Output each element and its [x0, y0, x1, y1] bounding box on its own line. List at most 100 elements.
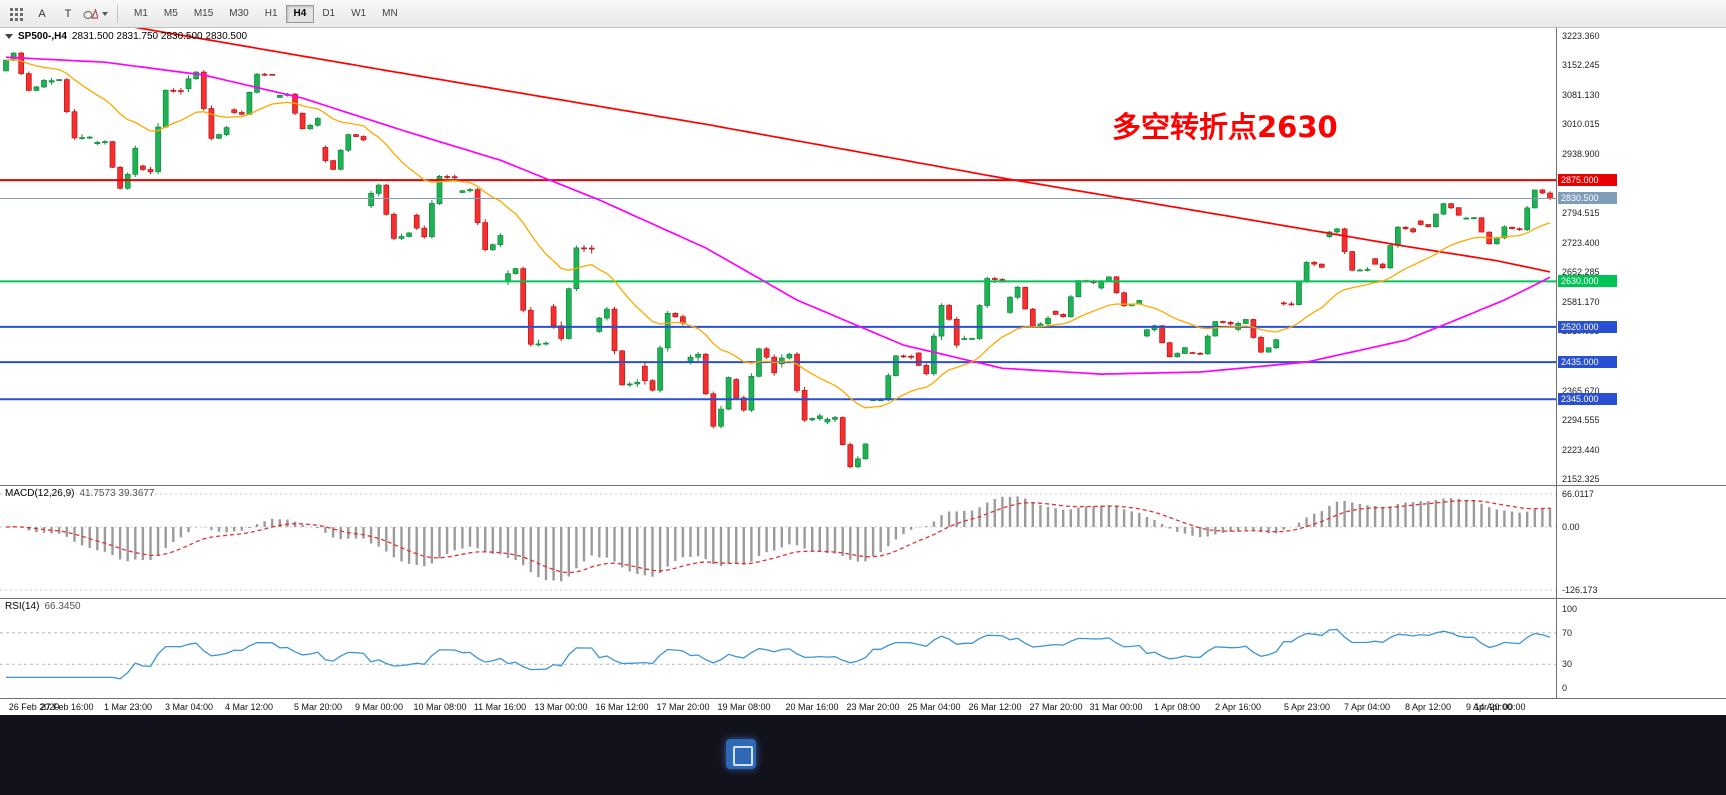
rsi-chart[interactable]: [0, 599, 1556, 698]
macd-name: MACD(12,26,9): [5, 488, 75, 499]
time-axis[interactable]: 26 Feb 2020 27 Feb 16:00 1 Mar 23:00 3 Mar …: [0, 699, 1726, 715]
macd-axis[interactable]: 66.0117 0.00 -126.173: [1556, 486, 1726, 598]
text-tool-label: T: [64, 7, 72, 20]
price-tick: 2938.900: [1562, 149, 1600, 159]
price-tick: 2223.440: [1562, 445, 1600, 455]
rsi-panel: RSI(14) 66.3450 100 70 30 0: [0, 599, 1726, 699]
price-tick: 2294.555: [1562, 415, 1600, 425]
time-label: 26 Mar 12:00: [968, 702, 1022, 712]
timeframe-button-mn[interactable]: MN: [382, 7, 398, 19]
time-label: 1 Mar 23:00: [103, 702, 153, 712]
time-label: 16 Mar 12:00: [595, 702, 649, 712]
chevron-down-icon: [102, 11, 108, 16]
symbol-dropdown-icon: [5, 34, 13, 39]
time-label: 7 Apr 04:00: [1343, 702, 1391, 712]
timeframe-button-group: M1 M5 M15 M30 H1 H4 D1 W1 MN: [126, 4, 406, 23]
price-tick: 3010.015: [1562, 119, 1600, 129]
price-tag: 2345.000: [1558, 393, 1617, 405]
price-tick: 2723.400: [1562, 238, 1600, 248]
chart-title: SP500-,H4 2831.500 2831.750 2830.500 283…: [5, 31, 247, 42]
annotation-text: 多空转折点2630: [1112, 110, 1338, 144]
macd-panel: MACD(12,26,9) 41.7573 39.3677 66.0117 0.00…: [0, 486, 1726, 599]
macd-axis-tick: 0.00: [1562, 522, 1580, 532]
candlestick-svg: [0, 28, 1556, 469]
arrow-tool-button[interactable]: A: [30, 2, 54, 25]
price-tag: 2875.000: [1558, 174, 1617, 186]
macd-label: MACD(12,26,9) 41.7573 39.3677: [5, 488, 155, 499]
time-label: 19 Mar 08:00: [717, 702, 771, 712]
macd-axis-tick: -126.173: [1562, 585, 1598, 595]
timeframe-button-m5[interactable]: M5: [163, 7, 178, 19]
rsi-axis-tick: 30: [1562, 659, 1573, 669]
time-label: 23 Mar 20:00: [846, 702, 900, 712]
price-tag: 2435.000: [1558, 356, 1617, 368]
time-label: 2 Apr 16:00: [1214, 702, 1262, 712]
timeframe-button-h4[interactable]: H4: [285, 4, 315, 23]
ohlc-values: 2831.500 2831.750 2830.500 2830.500: [71, 31, 248, 42]
price-tick: 3081.130: [1562, 90, 1600, 100]
rsi-label: RSI(14) 66.3450: [5, 601, 81, 612]
price-tag: 2830.500: [1558, 192, 1617, 204]
time-label: 26 Feb 2020: [8, 702, 60, 712]
time-label: 25 Mar 04:00: [907, 702, 961, 712]
time-label: 9 Apr 20:00: [1465, 702, 1513, 712]
price-axis[interactable]: 3223.360 3152.245 3081.130 3010.015 2938.900…: [1556, 28, 1726, 485]
macd-axis-tick: 66.0117: [1562, 489, 1594, 499]
timeframe-button-m1[interactable]: M1: [134, 7, 148, 19]
time-label: 13 Mar 00:00: [534, 702, 588, 712]
shapes-tool-button[interactable]: [82, 2, 109, 25]
price-chart-panel: SP500-,H4 2831.500 2831.750 2830.500 283…: [0, 28, 1726, 486]
rsi-axis-tick: 100: [1562, 604, 1578, 614]
time-label: 11 Mar 16:00: [473, 702, 527, 712]
price-tag: 2630.000: [1558, 275, 1617, 287]
rsi-axis-tick: 0: [1562, 683, 1568, 693]
macd-svg: [0, 493, 1556, 591]
chart-list-button[interactable]: [4, 2, 28, 25]
timeframe-button-h1[interactable]: H1: [264, 7, 278, 19]
rsi-svg: [0, 628, 1556, 680]
time-label: 9 Mar 00:00: [354, 702, 404, 712]
timeframe-button-w1[interactable]: W1: [351, 7, 367, 19]
price-tick: 2365.670: [1562, 386, 1600, 396]
rsi-axis-tick: 70: [1562, 628, 1573, 638]
taskbar-app-icon[interactable]: [726, 739, 756, 769]
time-label: 27 Mar 20:00: [1029, 702, 1083, 712]
symbol-label: SP500-,H4: [18, 31, 67, 42]
timeframe-button-d1[interactable]: D1: [322, 7, 336, 19]
time-label: 8 Apr 12:00: [1404, 702, 1452, 712]
windows-taskbar[interactable]: [0, 715, 1726, 795]
rsi-name: RSI(14): [5, 601, 40, 612]
price-tick: 2794.515: [1562, 208, 1600, 218]
time-label: 4 Mar 12:00: [224, 702, 274, 712]
price-tag: 2520.000: [1558, 321, 1617, 333]
time-label: 31 Mar 00:00: [1089, 702, 1143, 712]
shapes-icon: [83, 8, 98, 20]
time-label: 10 Mar 08:00: [413, 702, 467, 712]
price-tick: 3152.245: [1562, 60, 1600, 70]
time-label: 14 Apr 00:00: [1474, 702, 1526, 712]
time-label: 3 Mar 04:00: [164, 702, 214, 712]
toolbar-separator: [117, 4, 118, 23]
time-label: 5 Mar 20:00: [293, 702, 343, 712]
time-label: 27 Feb 16:00: [40, 702, 94, 712]
price-tick: 2652.285: [1562, 267, 1600, 277]
timeframe-button-m15[interactable]: M15: [193, 7, 214, 19]
macd-chart[interactable]: [0, 486, 1556, 598]
rsi-axis[interactable]: 100 70 30 0: [1556, 599, 1726, 698]
toolbar: A T M1 M5 M15 M30 H1 H4 D1 W1 MN: [0, 0, 1726, 28]
time-label: 17 Mar 20:00: [656, 702, 710, 712]
timeframe-button-m30[interactable]: M30: [229, 7, 249, 19]
candlestick-chart[interactable]: [0, 28, 1556, 485]
arrow-tool-label: A: [38, 7, 46, 20]
time-label: 20 Mar 16:00: [785, 702, 839, 712]
price-tick: 2581.170: [1562, 297, 1600, 307]
text-tool-button[interactable]: T: [56, 2, 80, 25]
price-tick: 3223.360: [1562, 31, 1600, 41]
rsi-value: 66.3450: [44, 601, 81, 612]
time-label: 1 Apr 08:00: [1153, 702, 1201, 712]
grid-icon: [10, 7, 23, 21]
price-tick: 2152.325: [1562, 474, 1600, 484]
time-label: 5 Apr 23:00: [1283, 702, 1331, 712]
macd-values: 41.7573 39.3677: [79, 488, 155, 499]
